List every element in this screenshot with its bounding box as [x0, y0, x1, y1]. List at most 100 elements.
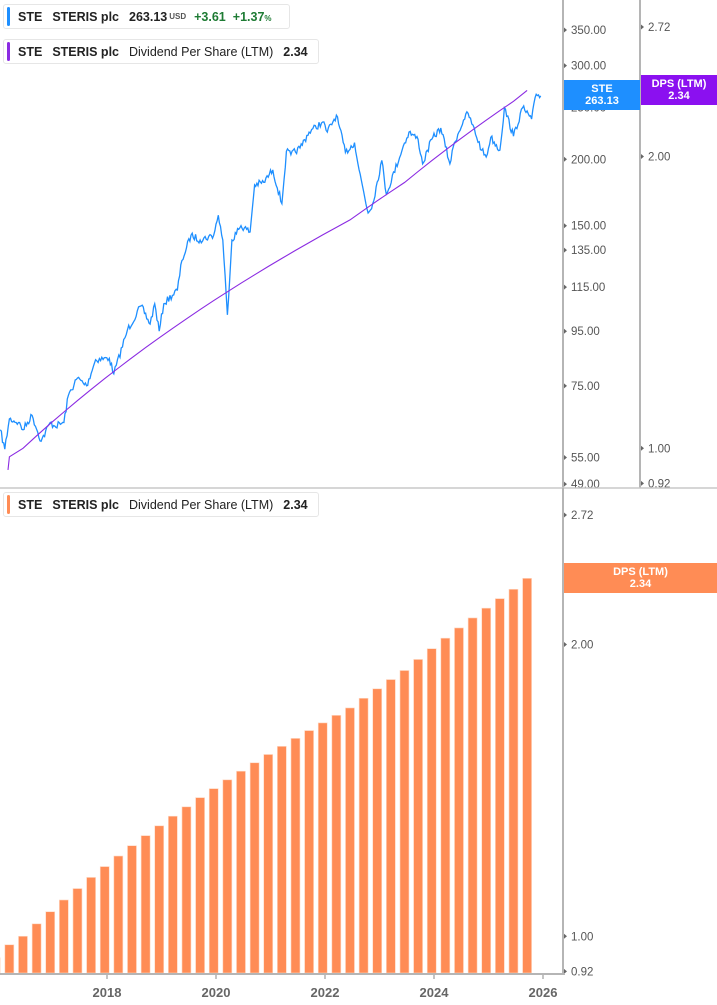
- dps-bar: [399, 670, 410, 974]
- legend-change: +3.61: [194, 9, 226, 24]
- tick-mark: [564, 328, 567, 334]
- x-tick-label: 2018: [93, 985, 122, 1000]
- tag-value: 263.13: [585, 95, 619, 107]
- tick-label: 2.72: [571, 510, 593, 522]
- tag-label: DPS (LTM): [613, 566, 668, 578]
- legend-ticker: STE: [18, 9, 43, 24]
- dps-line: [7, 89, 528, 470]
- dps-bar: [59, 899, 69, 974]
- dps-bar: [426, 648, 437, 974]
- dps-bars: [0, 578, 532, 974]
- legend-value: 2.34: [283, 497, 308, 512]
- dps-bottom-last-value-tag: DPS (LTM) 2.34: [564, 563, 717, 593]
- tick-mark: [564, 481, 567, 487]
- dps-bar: [345, 707, 355, 974]
- tick-mark: [564, 63, 567, 69]
- legend-company: STERIS plc: [52, 44, 119, 59]
- dps-bar: [45, 911, 56, 974]
- pct-sign: %: [264, 13, 272, 23]
- dps-bar: [31, 923, 42, 974]
- tick-label: 49.00: [571, 479, 600, 491]
- dps-top-last-value-tag: DPS (LTM) 2.34: [641, 75, 717, 105]
- legend-color-swatch: [7, 42, 10, 61]
- legend-dps-bottom[interactable]: STE STERIS plc Dividend Per Share (LTM) …: [3, 492, 319, 517]
- dps-bar: [195, 797, 205, 974]
- legend-ticker: STE: [18, 44, 43, 59]
- x-tick-label: 2022: [311, 985, 340, 1000]
- dps-bar: [4, 944, 15, 974]
- tick-mark: [564, 383, 567, 389]
- price-line: [0, 92, 542, 450]
- tick-mark: [641, 24, 644, 30]
- tick-label: 0.92: [571, 966, 593, 978]
- tick-label: 75.00: [571, 381, 600, 393]
- legend-color-swatch: [7, 7, 10, 26]
- tick-mark: [641, 153, 644, 159]
- tick-mark: [564, 27, 567, 33]
- dps-bar: [181, 806, 192, 974]
- dps-bar: [413, 659, 423, 974]
- legend-color-swatch: [7, 495, 10, 514]
- dps-bar: [481, 607, 492, 974]
- x-tick-label: 2026: [529, 985, 558, 1000]
- tick-label: 2.00: [571, 639, 593, 651]
- dps-bar: [467, 617, 478, 974]
- dps-bar: [208, 788, 219, 974]
- legend-price-value: 263.13: [129, 9, 168, 24]
- legend-price[interactable]: STE STERIS plc 263.13 USD +3.61 +1.37%: [3, 4, 290, 29]
- tick-mark: [564, 512, 567, 518]
- x-tick-label: 2020: [202, 985, 231, 1000]
- tag-label: DPS (LTM): [651, 78, 707, 90]
- dps-bar: [18, 935, 28, 974]
- tick-label: 150.00: [571, 221, 606, 233]
- dps-bar: [317, 722, 328, 974]
- tick-label: 135.00: [571, 245, 606, 257]
- legend-dps-top[interactable]: STE STERIS plc Dividend Per Share (LTM) …: [3, 39, 319, 64]
- dps-bar: [440, 637, 451, 974]
- dps-bar: [522, 578, 532, 974]
- legend-value: 2.34: [283, 44, 308, 59]
- legend-currency: USD: [169, 12, 187, 21]
- dps-bar: [99, 866, 110, 974]
- tick-mark: [564, 641, 567, 647]
- tick-mark: [564, 968, 567, 974]
- price-last-value-tag: STE 263.13: [564, 80, 640, 110]
- tick-mark: [564, 156, 567, 162]
- dps-bar: [168, 815, 178, 974]
- dps-bar: [127, 845, 137, 974]
- dps-bar: [154, 825, 165, 974]
- dps-bar: [495, 598, 505, 974]
- dps-bar: [304, 730, 314, 974]
- dps-bar: [277, 746, 287, 974]
- x-axis: 2018 2020 2022 2024 2026: [93, 974, 558, 1000]
- legend-company: STERIS plc: [52, 9, 119, 24]
- dps-bar: [372, 688, 383, 974]
- tick-label: 115.00: [571, 282, 605, 294]
- dps-bar: [454, 627, 464, 974]
- legend-company: STERIS plc: [52, 497, 119, 512]
- tick-label: 1.00: [571, 931, 593, 943]
- dps-bar: [290, 738, 301, 974]
- tick-mark: [564, 933, 567, 939]
- dps-bar: [222, 779, 233, 974]
- tick-mark: [641, 445, 644, 451]
- dps-bar: [508, 588, 519, 974]
- tick-mark: [564, 223, 567, 229]
- dps-bar: [72, 888, 83, 974]
- x-tick-label: 2024: [420, 985, 450, 1000]
- tick-label: 2.72: [648, 22, 670, 34]
- dps-bar: [386, 679, 396, 974]
- dps-bar: [263, 754, 274, 974]
- tag-value: 2.34: [629, 578, 652, 590]
- top-series: [0, 89, 542, 470]
- tick-label: 300.00: [571, 61, 606, 73]
- dps-axis-bottom: 2.72 2.00 1.00 0.92: [564, 510, 593, 978]
- dps-bar: [140, 835, 151, 974]
- tick-mark: [564, 284, 567, 290]
- tick-label: 350.00: [571, 25, 606, 37]
- tick-mark: [641, 480, 644, 486]
- tick-mark: [564, 247, 567, 253]
- legend-change-pct: +1.37%: [233, 10, 272, 24]
- dps-bar: [249, 762, 260, 974]
